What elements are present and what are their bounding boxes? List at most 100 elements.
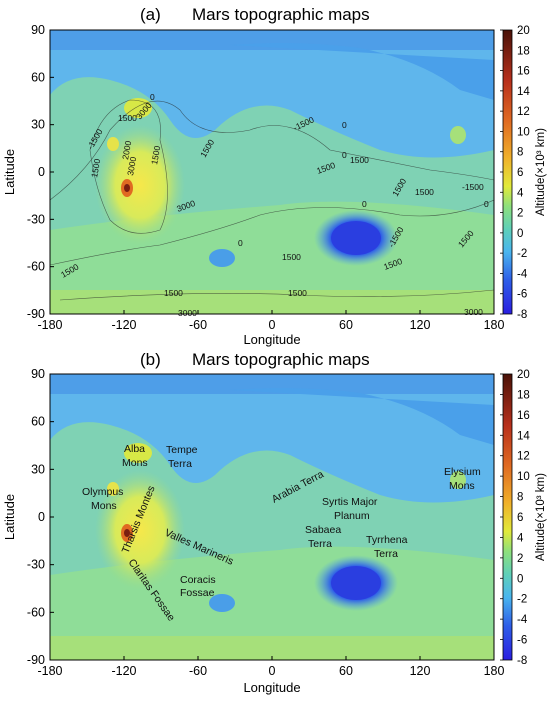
contour-label: 0 [362,199,367,209]
colorbar-tick-label: 2 [517,553,523,565]
x-tick-label: 60 [339,318,353,332]
colorbar-tick-label: 18 [517,389,530,401]
colorbar-tick-label: -2 [517,248,527,260]
feature-label-tempe: Tempe [166,444,198,456]
x-tick-label: 60 [339,664,353,678]
panel-b-label: (b) [140,350,161,369]
colorbar-tick-label: 18 [517,45,530,57]
x-tick-label: 0 [269,318,276,332]
contour-label: 1500 [149,145,162,166]
x-tick-label: -120 [111,664,136,678]
colorbar-tick-label: 10 [517,126,530,138]
y-tick-label: 90 [31,367,45,381]
feature-label-coracis: Coracis [180,574,216,586]
panel-a-xlabel: Longitude [243,332,300,347]
feature-label-sabaea-terra: Terra [308,538,332,550]
y-tick-label: -90 [27,653,45,667]
colorbar-tick-label: -6 [517,289,527,301]
panel-b-title: Mars topographic maps [192,350,370,369]
panel-a-colorbar [502,29,513,315]
x-tick-label: -180 [37,664,62,678]
panel-b: (b) Mars topographic maps Alba Mons Temp… [0,350,550,700]
panel-a-yticks: 90 60 30 0 -30 -60 -90 [27,23,54,321]
y-tick-label: -60 [27,605,45,619]
feature-label-tyrrhena-terra: Terra [374,548,398,560]
feature-label-olympus: Olympus [82,486,123,498]
contour-label: 3000 [125,156,138,177]
panel-b-colorbar-label: Altitude(×10³ km) [535,473,547,561]
panel-a-contours [50,99,494,301]
feature-label-olympus-mons: Mons [91,500,117,512]
x-tick-label: -180 [37,318,62,332]
panel-a: (a) Mars topographic maps 1500 3000 [0,0,550,350]
contour-label: 1500 [282,252,301,262]
colorbar-tick-label: 8 [517,147,523,159]
contour-label: 1500 [288,288,307,298]
colorbar-tick-label: 0 [517,228,523,240]
colorbar-tick-label: 20 [517,25,530,37]
y-tick-label: 0 [38,510,45,524]
colorbar-tick-label: 20 [517,369,530,381]
feature-label-elysium: Elysium [444,466,481,478]
panel-a-ylabel: Latitude [2,149,17,195]
contour-label: 2000 [120,140,133,161]
colorbar-tick-label: -6 [517,635,527,647]
panel-a-label: (a) [140,5,161,24]
contour-label: 0 [484,199,489,209]
panel-b-xticks: -180 -120 -60 0 60 120 180 [37,656,504,678]
panel-a-map [50,30,494,314]
contour-label: -1500 [462,182,484,192]
colorbar-tick-label: 12 [517,451,530,463]
y-tick-label: 30 [31,118,45,132]
x-tick-label: -60 [189,664,207,678]
panel-a-colorbar-label: Altitude(×10³ km) [535,128,547,216]
contour-label: 1500 [89,158,102,179]
colorbar-tick-label: 6 [517,167,523,179]
colorbar-tick-label: 4 [517,532,524,544]
contour-label: 1500 [164,288,183,298]
panel-b-map [50,374,494,660]
feature-label-tempe-terra: Terra [168,458,192,470]
colorbar-tick-label: 14 [517,430,530,442]
y-tick-label: 60 [31,415,45,429]
feature-label-tyrrhena: Tyrrhena [366,534,408,546]
panel-b-yticks: 90 60 30 0 -30 -60 -90 [27,367,54,667]
colorbar-tick-label: -2 [517,594,527,606]
x-tick-label: 180 [484,664,505,678]
y-tick-label: -90 [27,307,45,321]
y-tick-label: 90 [31,23,45,37]
colorbar-tick-label: 8 [517,492,523,504]
colorbar-tick-label: 6 [517,512,523,524]
colorbar-tick-label: 10 [517,471,530,483]
y-tick-label: 0 [38,165,45,179]
panel-a-title: Mars topographic maps [192,5,370,24]
contour-label: 0 [342,150,347,160]
colorbar-tick-label: 2 [517,208,523,220]
colorbar-tick-label: 4 [517,187,524,199]
y-tick-label: 30 [31,462,45,476]
y-tick-label: -30 [27,558,45,572]
x-tick-label: 180 [484,318,505,332]
panel-a-svg: (a) Mars topographic maps 1500 3000 [2,5,547,347]
contour-label: 1500 [415,187,434,197]
panel-a-xticks: -180 -120 -60 0 60 120 180 [37,310,504,332]
colorbar-tick-label: -4 [517,268,528,280]
x-tick-label: 120 [410,318,431,332]
contour-label: 0 [342,120,347,130]
panel-b-xlabel: Longitude [243,680,300,695]
colorbar-tick-label: 0 [517,573,523,585]
y-tick-label: -30 [27,212,45,226]
x-tick-label: 0 [269,664,276,678]
colorbar-tick-label: 16 [517,66,530,78]
contour-label: 3000 [178,308,197,318]
contour-label: 3000 [464,307,483,317]
colorbar-tick-label: -4 [517,614,528,626]
panel-b-colorbar [502,373,513,661]
feature-label-syrtis-planum: Planum [334,510,370,522]
x-tick-label: 120 [410,664,431,678]
feature-label-sabaea: Sabaea [305,524,341,536]
feature-label-coracis-fossae: Fossae [180,587,215,599]
x-tick-label: -60 [189,318,207,332]
